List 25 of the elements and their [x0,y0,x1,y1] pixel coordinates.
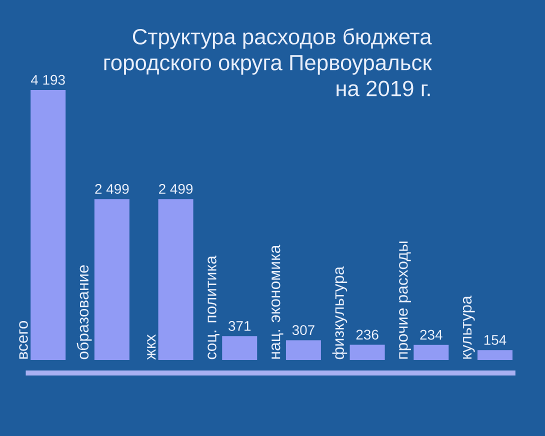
x-tick-label: всего [19,321,28,359]
data-label: 236 [356,330,378,340]
bar [477,350,512,360]
bar [350,344,385,360]
bar [94,199,130,360]
data-label: 4 193 [30,74,65,85]
x-tick-label: прочие расходы [399,242,411,359]
bar [286,340,321,360]
x-tick-label: культура [462,296,475,359]
data-label: 234 [420,330,442,340]
x-tick-label: физкультура [332,266,348,360]
data-label: 307 [292,325,314,336]
x-tick-label: нац. экономика [272,244,284,359]
bar [30,90,66,360]
data-label: 371 [228,321,251,331]
bar [158,199,194,360]
bar [222,336,258,360]
data-label: 2 499 [159,184,193,194]
data-label: 154 [484,335,506,345]
x-tick-label: образование [76,265,92,360]
data-label: 2 499 [95,184,129,194]
bar [414,344,449,360]
x-tick-label: жкх [147,334,156,360]
x-tick-label: соц. политика [208,256,220,360]
chart-title: Структура расходов бюджета городского округа Первоуральск на 2019 г. [104,28,432,96]
